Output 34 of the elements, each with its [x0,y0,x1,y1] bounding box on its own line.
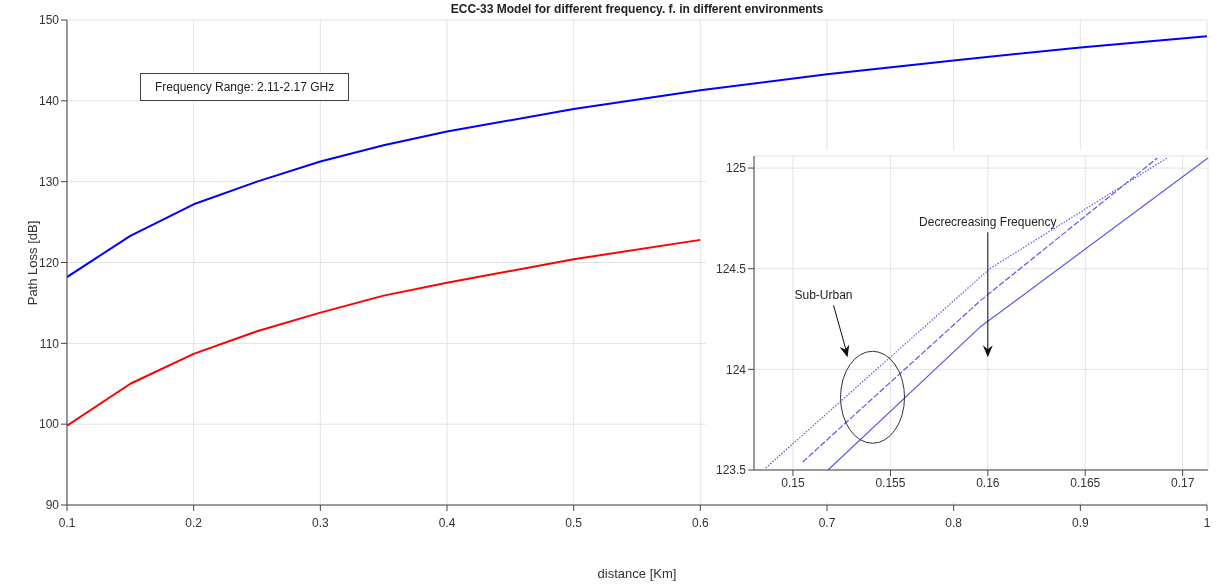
annotation: Sub-Urban [794,288,853,303]
x-tick-label: 1 [1203,516,1211,530]
annotation: Decrecreasing Frequency [919,215,1057,230]
y-tick-label: 90 [45,498,60,513]
x-tick-label: 0.3 [311,516,329,530]
line-series [67,35,1207,279]
y-tick-label: 130 [38,174,60,189]
x-axis-title: distance [Km] [597,566,677,581]
x-tick-label: 0.8 [945,516,963,530]
chart-title: ECC-33 Model for different frequency. f. in different environments [449,2,825,16]
y-tick-label: 100 [38,417,60,432]
x-tick-label: 0.7 [818,516,836,530]
x-tick-label: 0.155 [875,475,906,490]
x-tick-label: 0.9 [1071,516,1089,530]
y-tick-label: 120 [38,255,60,270]
x-tick-label: 0.15 [781,475,805,490]
annotation: Frequency Range: 2.11-2.17 GHz [140,73,350,101]
y-tick-label: 125 [725,161,747,176]
x-tick-label: 0.2 [185,516,203,530]
x-tick-label: 0.5 [565,516,583,530]
y-axis-title: Path Loss [dB] [24,220,40,306]
x-tick-label: 0.16 [976,475,1000,490]
y-tick-label: 124 [725,362,747,377]
y-tick-label: 150 [38,13,60,28]
x-tick-label: 0.165 [1070,475,1101,490]
y-tick-label: 110 [39,336,60,351]
y-tick-label: 140 [38,94,60,109]
x-tick-label: 0.1 [58,516,76,530]
y-tick-label: 124.5 [715,261,747,276]
y-tick-label: 123.5 [715,463,747,478]
line-series [67,238,702,427]
x-tick-label: 0.17 [1170,475,1195,490]
x-tick-label: 0.6 [691,516,709,530]
x-tick-label: 0.4 [438,516,456,530]
